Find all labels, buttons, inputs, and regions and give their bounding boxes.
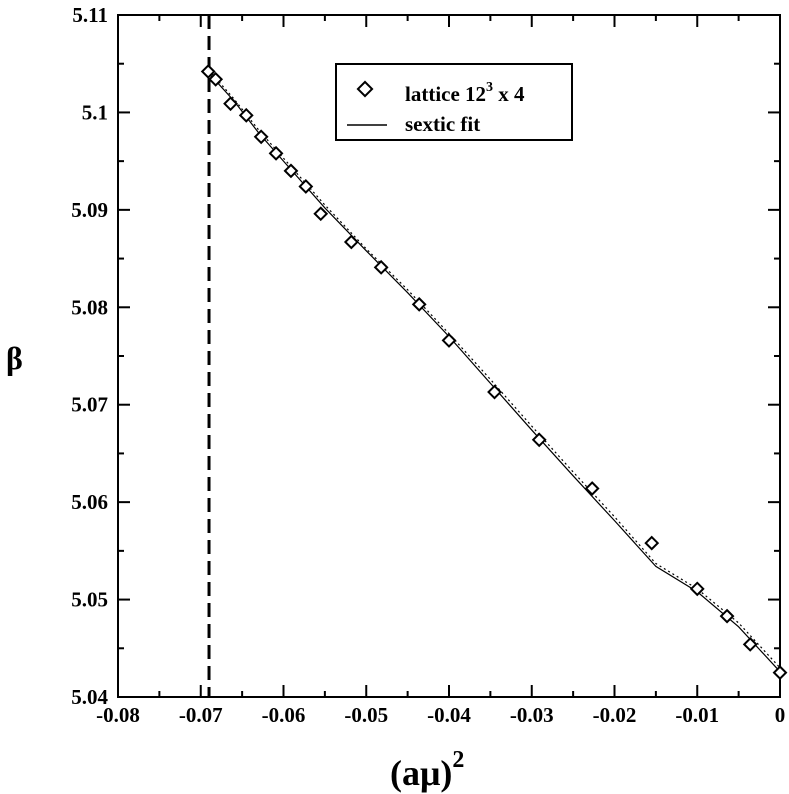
fit-lines xyxy=(208,70,781,673)
data-point xyxy=(253,129,269,145)
legend-label-lattice-rest: x 4 xyxy=(493,82,525,106)
data-point xyxy=(689,581,705,597)
data-point xyxy=(719,608,735,624)
x-tick-label: 0 xyxy=(775,703,786,727)
x-axis-label: (aμ)2 xyxy=(390,747,464,793)
data-point xyxy=(373,259,389,275)
y-tick-labels: 5.04 5.05 5.06 5.07 5.08 5.09 5.1 5.11 xyxy=(71,3,108,709)
data-point xyxy=(343,234,359,250)
legend-box xyxy=(335,63,573,141)
legend-label-fit: sextic fit xyxy=(405,112,480,136)
data-point xyxy=(441,332,457,348)
y-tick-label: 5.08 xyxy=(71,295,108,319)
data-point xyxy=(487,384,502,400)
series-line-solid xyxy=(208,73,781,673)
data-point xyxy=(531,432,547,448)
data-point xyxy=(644,535,660,551)
y-axis-label: β xyxy=(6,340,23,376)
x-tick-label: -0.02 xyxy=(593,703,637,727)
series-line-dotted xyxy=(208,70,781,669)
x-axis-label-sup: 2 xyxy=(452,747,464,773)
y-tick-label: 5.07 xyxy=(71,393,108,417)
y-tick-label: 5.04 xyxy=(71,685,108,709)
y-tick-label: 5.09 xyxy=(71,198,108,222)
x-tick-label: -0.01 xyxy=(675,703,719,727)
y-tick-label: 5.11 xyxy=(72,3,108,27)
data-point xyxy=(268,145,284,161)
data-points xyxy=(200,64,788,681)
data-point xyxy=(200,64,216,79)
y-tick-label: 5.1 xyxy=(82,100,108,124)
x-tick-label: -0.07 xyxy=(179,703,223,727)
x-tick-label: -0.03 xyxy=(510,703,554,727)
tick-marks xyxy=(117,14,781,698)
legend-label-lattice-sup: 3 xyxy=(486,80,493,95)
x-tick-labels: -0.08 -0.07 -0.06 -0.05 -0.04 -0.03 -0.02 -0.01… xyxy=(96,703,785,727)
data-point xyxy=(238,107,254,123)
legend-label-lattice: lattice 123 x 4 xyxy=(405,80,525,106)
data-point xyxy=(313,206,329,222)
legend-diamond-marker xyxy=(356,80,374,98)
x-tick-label: -0.08 xyxy=(96,703,140,727)
data-point xyxy=(298,179,314,194)
x-tick-label: -0.05 xyxy=(344,703,388,727)
data-point xyxy=(742,636,758,652)
x-tick-label: -0.04 xyxy=(427,703,471,727)
legend: lattice 123 x 4 sextic fit xyxy=(335,63,573,141)
legend-label-lattice-base: lattice 12 xyxy=(405,82,486,106)
data-point xyxy=(772,665,788,681)
y-tick-label: 5.05 xyxy=(71,588,108,612)
data-point xyxy=(223,96,238,112)
data-point xyxy=(584,481,600,496)
x-tick-label: -0.06 xyxy=(262,703,306,727)
data-point xyxy=(208,71,224,87)
y-tick-label: 5.06 xyxy=(71,490,108,514)
x-axis-label-base: (aμ) xyxy=(390,753,452,793)
data-point xyxy=(283,163,299,179)
data-point xyxy=(411,296,427,312)
